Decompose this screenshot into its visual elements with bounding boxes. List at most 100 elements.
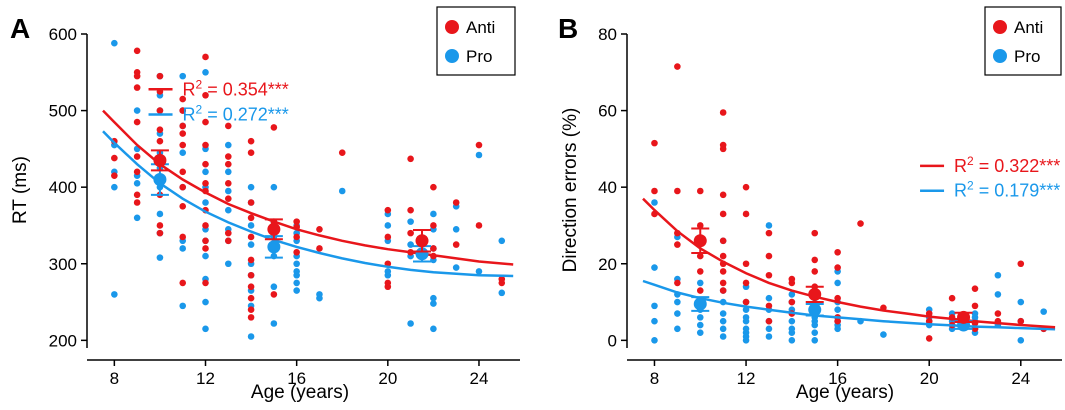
panel-a-anti-point [384,206,392,214]
panel-b-pro-point [674,325,681,333]
panel-a-pro-point [111,291,118,298]
panel-a-anti-point [224,237,232,245]
panel-a-anti-point [179,141,187,149]
panel-a-pro-point [247,333,255,340]
panel-b-x-tick-label: 16 [828,369,847,388]
panel-b-pro-point [1017,337,1025,344]
panel-a-y-tick-label: 400 [49,178,77,197]
panel-b-anti-mean-marker [693,234,707,248]
panel-b-anti-point [674,241,681,248]
panel-b-anti-point [696,252,704,260]
panel-a-anti-point [133,84,141,91]
panel-b-anti-point [719,268,727,275]
panel-b-anti-point [834,248,841,256]
panel-a-pro-point [452,225,460,233]
panel-b-x-tick-label: 12 [737,369,756,388]
panel-b-pro-point [788,329,796,336]
panel-a-pro-point [179,245,187,252]
panel-a-means-layer [150,149,432,263]
panel-a-legend-pro-label: Pro [466,47,492,66]
panel-a-pro-point [179,302,187,310]
panel-a-pro-point [202,325,209,333]
panel-a-pro-point [247,222,255,229]
panel-a-pro-point [133,214,141,222]
panel-a-anti-point [179,168,187,176]
panel-a-x-tick-label: 16 [287,369,306,388]
panel-b-pro-mean-marker [693,297,707,311]
panel-a-anti-point [202,245,209,252]
panel-a-anti-mean-marker [153,153,167,167]
panel-b-anti-point [674,63,681,70]
panel-a-x-tick-label: 12 [196,369,215,388]
panel-a-x-tick-label: 20 [378,369,397,388]
panel-a-anti-point [202,180,209,187]
panel-a-anti-mean-marker [415,234,429,248]
panel-a-y-tick-label: 600 [49,25,77,44]
panel-a-pro-point [224,168,232,176]
panel-a-anti-point [247,233,255,241]
panel-a-anti-point [224,153,232,160]
panel-a-anti-point [202,279,209,287]
panel-b-anti-point [948,294,956,302]
panel-b-pro-point [811,321,819,329]
panel-b-anti-point [719,252,727,260]
panel-a-pro-point [270,320,278,327]
panel-b-pro-point [719,317,727,325]
panel-a-anti-point [293,218,300,225]
panel-b-y-ticks: 0 20 40 60 80 [598,25,627,350]
panel-b-anti-point [834,294,841,302]
panel-a-anti-point [133,118,141,126]
panel-a-pro-point [202,68,209,76]
panel-b-pro-mean-marker [808,303,822,317]
panel-b-anti-point [719,237,727,245]
panel-a-anti-point [224,180,232,187]
panel-a-anti-point [407,229,414,237]
panel-b-means-layer [691,227,973,332]
panel-b-anti-point [971,302,979,310]
panel-a-fit-layer [102,109,514,278]
panel-b-legend-pro-label: Pro [1014,47,1040,66]
panel-a-anti-point [247,149,255,157]
panel-a-anti-point [498,279,506,287]
panel-a-anti-point [430,222,437,229]
panel-b-legend: Anti Pro [984,6,1062,76]
panel-b-anti-mean [805,285,824,304]
panel-b-pro-point [696,329,704,336]
panel-b-x-tick-label: 20 [920,369,939,388]
panel-a-anti-point [156,229,164,237]
panel-a-anti-point [247,306,255,314]
panel-a-legend-anti-marker [445,20,459,34]
panel-a-pro-mean-marker [267,240,281,254]
panel-b-legend-anti-marker [993,20,1007,34]
panel-a-pro-point [202,168,209,176]
panel-b-anti-mean [954,310,973,324]
panel-b-y-axis-label: Direction errors (%) [560,108,581,273]
panel-a-pro-point [475,268,483,275]
panel-a-y-axis-label: RT (ms) [10,156,31,224]
panel-b-pro-mean [691,296,710,312]
panel-a-anti-point [156,137,164,145]
panel-a-anti-point [247,294,255,302]
panel-b-legend-anti-label: Anti [1014,18,1043,37]
panel-a-anti-point [384,233,392,241]
panel-a-anti-point [111,172,118,179]
panel-b-y-tick-label: 0 [608,331,617,350]
panel-b-anti-point [742,260,750,268]
panel-a-pro-point [430,294,437,302]
panel-a-anti-point [156,72,164,80]
panel-b-pro-mean [805,302,824,317]
panel-b-anti-point [994,310,1002,317]
panel-a-legend: Anti Pro [436,6,516,76]
panel-a-y-tick-label: 200 [49,331,77,350]
panel-b-anti-point [696,268,704,275]
panel-a-anti-point [202,237,209,245]
panel-a-pro-point [430,210,437,218]
panel-a-pro-point [179,72,187,80]
panel-a-anti-point [179,95,187,103]
panel-a-anti-r2-label: R2 = 0.354*** [183,77,289,99]
panel-a-pro-mean-marker [153,173,167,187]
panel-a-anti-mean-marker [267,222,281,236]
panel-b-pro-point [719,325,727,333]
panel-a-anti-mean [413,229,432,253]
